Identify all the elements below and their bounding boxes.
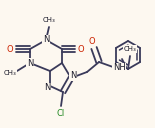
Text: CH₃: CH₃ <box>124 46 136 52</box>
Text: O: O <box>89 36 95 45</box>
Text: N: N <box>44 83 50 93</box>
Text: CH₃: CH₃ <box>4 70 16 76</box>
Text: CH₃: CH₃ <box>43 17 55 23</box>
Text: NH: NH <box>113 63 125 72</box>
Text: N: N <box>43 35 49 45</box>
Text: O: O <box>78 45 84 54</box>
Text: Cl: Cl <box>57 109 65 119</box>
Text: N: N <box>27 58 33 67</box>
Text: N: N <box>70 72 76 81</box>
Text: O: O <box>7 45 13 54</box>
